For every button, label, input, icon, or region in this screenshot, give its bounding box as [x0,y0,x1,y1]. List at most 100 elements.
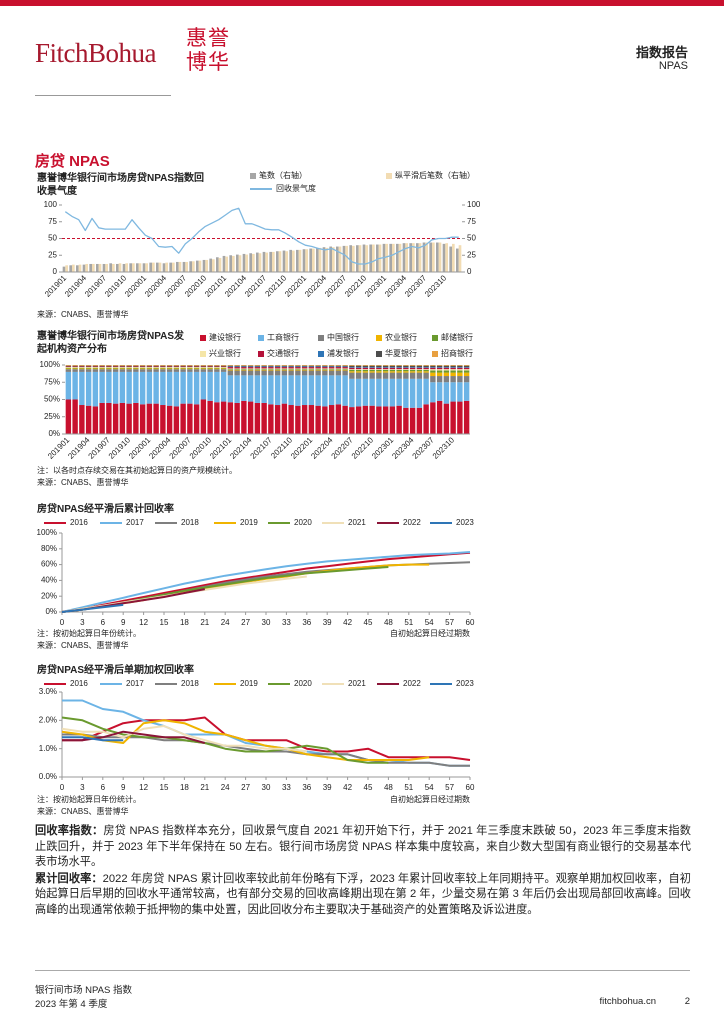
bar-segment [133,368,139,370]
bar-segment [355,367,362,368]
bar-segment [261,366,267,368]
bar-segment [160,365,166,367]
x-tick-label: 24 [221,783,230,792]
bar-segment [450,376,456,383]
bar-segment [139,404,146,434]
bar [438,242,442,272]
bar-segment [214,367,220,368]
bar-segment [180,365,186,367]
bar-segment [173,371,180,407]
bar-segment [268,404,274,434]
bar-segment [322,369,328,370]
bar-segment [187,365,193,366]
bar-segment [463,365,470,366]
bar-segment [79,366,85,368]
bar [65,265,68,272]
legend-label: 2017 [126,518,144,527]
bar-segment [315,365,321,367]
bar-segment [308,367,315,369]
bar-segment [65,365,72,366]
bar [236,254,239,272]
x-tick-label: 51 [404,618,413,627]
bar-segment [443,370,450,373]
bar-segment [139,365,146,366]
bar-segment [322,365,328,366]
bar-segment [72,368,78,370]
bar-segment [342,369,348,370]
bar-segment [274,369,281,371]
bar [452,243,455,272]
bar-segment [457,376,463,383]
bar-segment [65,367,72,368]
bar [182,261,186,272]
bar-segment [322,368,328,370]
bar-segment [261,402,267,434]
bar-segment [247,370,254,376]
bar-segment [281,365,288,367]
bar-segment [99,369,105,372]
bar-segment [355,378,362,407]
bar-segment [153,367,159,368]
bar-segment [355,365,362,368]
bar-segment [450,369,456,371]
bar-segment [193,367,200,368]
line [62,699,470,767]
bar-segment [436,370,443,373]
bar-segment [160,371,166,406]
text: 房贷 NPAS 指数样本充分，回收景气度自 2021 年初开始下行，并于 202… [35,825,691,868]
bar-segment [187,367,193,369]
bar-segment [153,366,159,368]
bar [369,244,372,272]
bar-segment [106,371,112,403]
bar-segment [281,368,288,370]
bar-segment [274,365,281,367]
bar [385,243,388,272]
x-tick-label: 18 [180,783,189,792]
legend-label: 2021 [348,679,366,688]
bar-segment [85,371,92,406]
bar-segment [254,402,261,434]
bar-segment [254,366,261,368]
legend-label: 2022 [403,518,421,527]
x-tick-label: 30 [262,783,271,792]
logo-cn-line: 惠誉 [186,26,230,50]
bar [362,244,366,272]
bar-segment [220,367,227,369]
bar-segment [369,405,375,434]
bar-segment [133,366,139,368]
legend-swatch [250,173,256,179]
bar-segment [328,369,335,371]
bar-segment [457,365,463,368]
bar [416,243,419,272]
bar [189,261,192,272]
bar [312,248,315,272]
bar-segment [207,366,213,368]
bar-segment [92,367,99,368]
legend-label: 2023 [456,679,474,688]
x-tick-label: 202107 [243,273,269,299]
bar [329,246,332,272]
legend-label: 工商银行 [267,332,299,342]
legend-label: 2016 [70,518,88,527]
bar-segment [99,368,105,370]
bar-segment [281,370,288,376]
bar-segment [247,365,254,366]
note: 注：以各时点存续交易在其初始起算日的资产规模统计。 [37,465,237,475]
bar-segment [430,382,436,403]
bar-segment [65,366,72,368]
chart-title: 房贷NPAS经平滑后单期加权回收率 [37,665,195,676]
paragraph: 累计回收率：2022 年房贷 NPAS 累计回收率较此前年份略有下浮，2023 … [35,872,691,919]
bar-segment [463,369,470,371]
y-tick-label: 25 [467,250,476,259]
bar [316,247,319,272]
bar-segment [281,369,288,371]
bar-segment [430,376,436,383]
bar [109,263,112,272]
legend-swatch [258,335,264,341]
bar [125,263,128,272]
bar-segment [193,367,200,369]
bar-segment [133,402,139,434]
legend-label: 2020 [294,518,312,527]
bar-segment [335,365,342,366]
note: 来源：CNABS、惠誉博华 [37,806,129,816]
